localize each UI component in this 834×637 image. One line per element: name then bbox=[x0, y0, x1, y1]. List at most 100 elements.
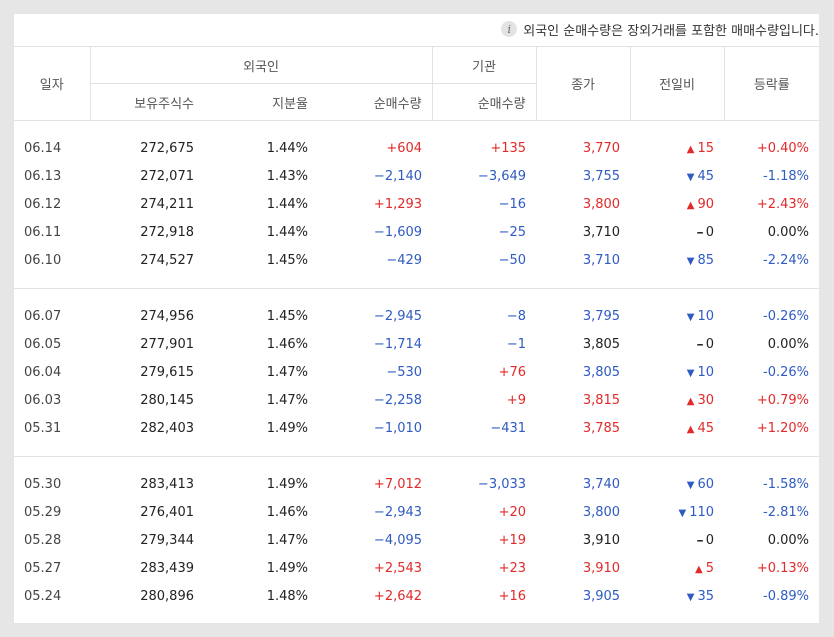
row-ratio: 1.44% bbox=[266, 141, 308, 156]
row-close: 3,800 bbox=[582, 505, 621, 520]
row-ratio: 1.46% bbox=[266, 505, 308, 520]
row-holdings: 272,675 bbox=[140, 141, 194, 156]
row-change-value: 0 bbox=[705, 533, 715, 548]
row-rate: +0.13% bbox=[756, 561, 810, 576]
row-date: 06.12 bbox=[24, 197, 62, 212]
header-foreign-net: 순매수량 bbox=[318, 83, 433, 121]
row-change: ▲ 45 bbox=[630, 415, 724, 443]
row-ratio: 1.44% bbox=[266, 225, 308, 240]
row-close: 3,710 bbox=[582, 253, 621, 268]
arrow-down-icon: ▼ bbox=[686, 480, 695, 491]
row-holdings: 280,145 bbox=[140, 393, 194, 408]
row-holdings: 274,211 bbox=[140, 197, 194, 212]
spacer-row bbox=[14, 611, 819, 625]
row-holdings: 277,901 bbox=[140, 337, 194, 352]
row-ratio: 1.43% bbox=[266, 169, 308, 184]
flat-dash-icon: ━ bbox=[697, 537, 703, 547]
table-row: 06.07 274,956 1.45% −2,945 −8 3,795 ▼ 10 -0.26% bbox=[14, 303, 819, 331]
row-date: 05.31 bbox=[24, 421, 62, 436]
row-change: ▼ 10 bbox=[630, 303, 724, 331]
row-foreign-net: −2,140 bbox=[373, 169, 423, 184]
row-date: 06.10 bbox=[24, 253, 62, 268]
row-ratio: 1.47% bbox=[266, 365, 308, 380]
row-date: 05.29 bbox=[24, 505, 62, 520]
notice-text: 외국인 순매수량은 장외거래를 포함한 매매수량입니다. bbox=[523, 23, 819, 39]
row-date: 06.07 bbox=[24, 309, 62, 324]
row-date: 05.30 bbox=[24, 477, 62, 492]
row-close: 3,770 bbox=[582, 141, 621, 156]
row-foreign-net: −2,258 bbox=[373, 393, 423, 408]
table-row: 06.12 274,211 1.44% +1,293 −16 3,800 ▲ 90 +2.43% bbox=[14, 191, 819, 219]
table-row: 06.04 279,615 1.47% −530 +76 3,805 ▼ 10 -0.26% bbox=[14, 359, 819, 387]
arrow-down-icon: ▼ bbox=[686, 172, 695, 183]
arrow-down-icon: ▼ bbox=[686, 368, 695, 379]
row-change-value: 10 bbox=[697, 309, 715, 324]
row-change: ▲ 15 bbox=[630, 135, 724, 163]
row-foreign-net: −429 bbox=[386, 253, 423, 268]
arrow-up-icon: ▲ bbox=[686, 144, 695, 155]
table-row: 05.28 279,344 1.47% −4,095 +19 3,910 ━ 0 0.00% bbox=[14, 527, 819, 555]
row-foreign-net: +7,012 bbox=[373, 477, 423, 492]
row-inst-net: +135 bbox=[490, 141, 527, 156]
header-holdings: 보유주식수 bbox=[90, 83, 204, 121]
table-row: 05.31 282,403 1.49% −1,010 −431 3,785 ▲ 45 +1.20… bbox=[14, 415, 819, 443]
row-foreign-net: −1,609 bbox=[373, 225, 423, 240]
spacer-row bbox=[14, 442, 820, 457]
row-change: ▼ 85 bbox=[630, 247, 724, 275]
row-date: 06.03 bbox=[24, 393, 62, 408]
row-foreign-net: +2,543 bbox=[373, 561, 423, 576]
row-rate: -2.81% bbox=[763, 505, 810, 520]
row-ratio: 1.48% bbox=[266, 589, 308, 604]
row-holdings: 280,896 bbox=[140, 589, 194, 604]
row-holdings: 272,918 bbox=[140, 225, 194, 240]
row-inst-net: +9 bbox=[506, 393, 527, 408]
investor-trend-panel: i 외국인 순매수량은 장외거래를 포함한 매매수량입니다. 일자 외국인 기관… bbox=[14, 14, 820, 625]
table-row: 06.03 280,145 1.47% −2,258 +9 3,815 ▲ 30 +0.79% bbox=[14, 387, 819, 415]
arrow-up-icon: ▲ bbox=[686, 200, 695, 211]
row-change-value: 5 bbox=[705, 561, 715, 576]
row-change-value: 45 bbox=[697, 421, 715, 436]
arrow-up-icon: ▲ bbox=[686, 424, 695, 435]
row-date: 06.14 bbox=[24, 141, 62, 156]
table-row: 06.05 277,901 1.46% −1,714 −1 3,805 ━ 0 0.00% bbox=[14, 331, 819, 359]
row-inst-net: −3,033 bbox=[477, 477, 527, 492]
spacer-row bbox=[14, 457, 819, 471]
arrow-down-icon: ▼ bbox=[686, 592, 695, 603]
row-change: ▲ 90 bbox=[630, 191, 724, 219]
row-foreign-net: −530 bbox=[386, 365, 423, 380]
row-holdings: 274,956 bbox=[140, 309, 194, 324]
row-rate: +1.20% bbox=[756, 421, 810, 436]
row-change: ▼ 45 bbox=[630, 163, 724, 191]
row-change-value: 85 bbox=[697, 253, 715, 268]
row-foreign-net: −2,943 bbox=[373, 505, 423, 520]
row-rate: 0.00% bbox=[767, 225, 810, 240]
row-close: 3,905 bbox=[582, 589, 621, 604]
row-holdings: 282,403 bbox=[140, 421, 194, 436]
row-foreign-net: −1,010 bbox=[373, 421, 423, 436]
spacer-row bbox=[14, 274, 820, 289]
row-holdings: 279,344 bbox=[140, 533, 194, 548]
row-inst-net: −8 bbox=[506, 309, 527, 324]
header-change: 전일비 bbox=[630, 46, 725, 121]
row-change-value: 90 bbox=[697, 197, 715, 212]
row-ratio: 1.49% bbox=[266, 561, 308, 576]
row-rate: -2.24% bbox=[763, 253, 810, 268]
row-ratio: 1.45% bbox=[266, 309, 308, 324]
row-close: 3,795 bbox=[582, 309, 621, 324]
row-rate: -1.18% bbox=[763, 169, 810, 184]
header-inst-net: 순매수량 bbox=[432, 83, 537, 121]
row-rate: 0.00% bbox=[767, 533, 810, 548]
arrow-down-icon: ▼ bbox=[678, 508, 687, 519]
row-change-value: 30 bbox=[697, 393, 715, 408]
row-date: 06.05 bbox=[24, 337, 62, 352]
row-inst-net: +19 bbox=[498, 533, 527, 548]
row-date: 05.24 bbox=[24, 589, 62, 604]
row-close: 3,815 bbox=[582, 393, 621, 408]
table-row: 06.10 274,527 1.45% −429 −50 3,710 ▼ 85 -2.24% bbox=[14, 247, 819, 275]
row-foreign-net: +1,293 bbox=[373, 197, 423, 212]
row-rate: -0.26% bbox=[763, 309, 810, 324]
row-change-value: 45 bbox=[697, 169, 715, 184]
row-change: ━ 0 bbox=[630, 219, 724, 247]
table-row: 06.11 272,918 1.44% −1,609 −25 3,710 ━ 0 0.00% bbox=[14, 219, 819, 247]
row-change: ▼ 35 bbox=[630, 583, 724, 611]
